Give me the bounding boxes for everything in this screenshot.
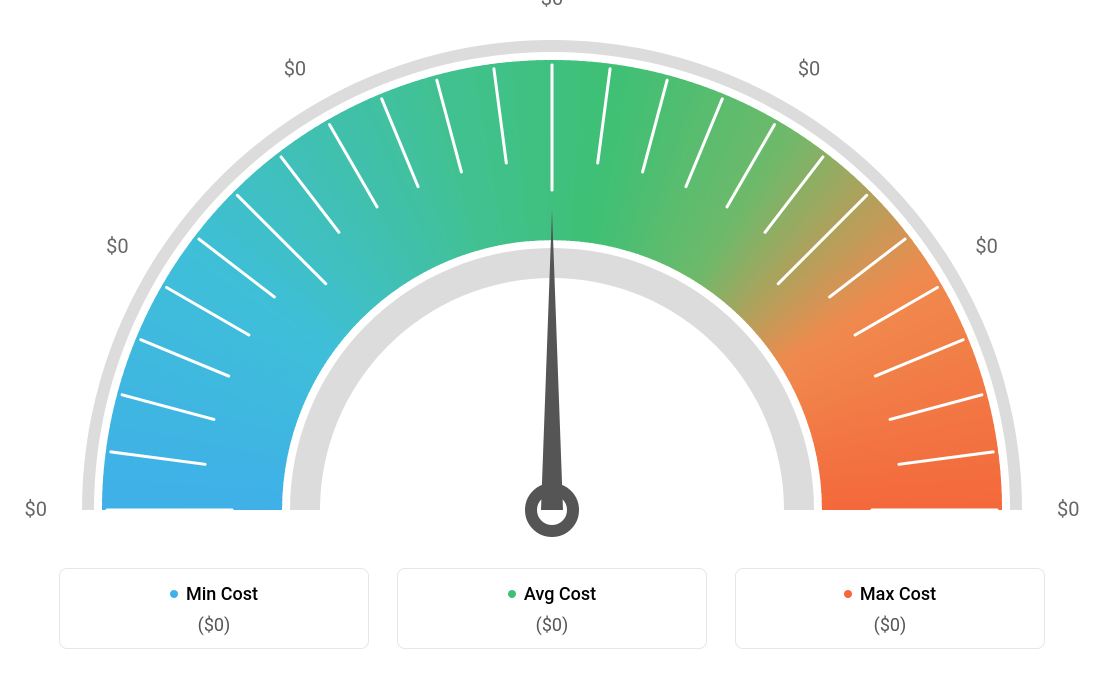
- legend-row: Min Cost ($0) Avg Cost ($0) Max Cost ($0…: [0, 568, 1104, 649]
- legend-card-min: Min Cost ($0): [59, 568, 369, 649]
- legend-dot-max: [844, 590, 852, 598]
- svg-text:$0: $0: [106, 234, 128, 258]
- legend-label-max: Max Cost: [860, 584, 936, 605]
- legend-value-max: ($0): [736, 615, 1044, 636]
- svg-text:$0: $0: [798, 56, 820, 80]
- svg-text:$0: $0: [975, 234, 997, 258]
- legend-title-avg: Avg Cost: [508, 584, 596, 605]
- gauge-chart: $0 $0 $0 $0 $0 $0 $0: [0, 0, 1104, 560]
- svg-text:$0: $0: [25, 497, 47, 521]
- legend-title-max: Max Cost: [844, 584, 936, 605]
- svg-text:$0: $0: [284, 56, 306, 80]
- legend-label-avg: Avg Cost: [524, 584, 596, 605]
- gauge-area: $0 $0 $0 $0 $0 $0 $0: [0, 0, 1104, 560]
- legend-card-max: Max Cost ($0): [735, 568, 1045, 649]
- legend-title-min: Min Cost: [170, 584, 258, 605]
- cost-gauge-widget: $0 $0 $0 $0 $0 $0 $0 Min Cost ($0) Avg Cost ($…: [0, 0, 1104, 690]
- legend-dot-min: [170, 590, 178, 598]
- legend-label-min: Min Cost: [186, 584, 258, 605]
- svg-text:$0: $0: [541, 0, 563, 10]
- legend-card-avg: Avg Cost ($0): [397, 568, 707, 649]
- legend-dot-avg: [508, 590, 516, 598]
- svg-text:$0: $0: [1057, 497, 1079, 521]
- legend-value-avg: ($0): [398, 615, 706, 636]
- legend-value-min: ($0): [60, 615, 368, 636]
